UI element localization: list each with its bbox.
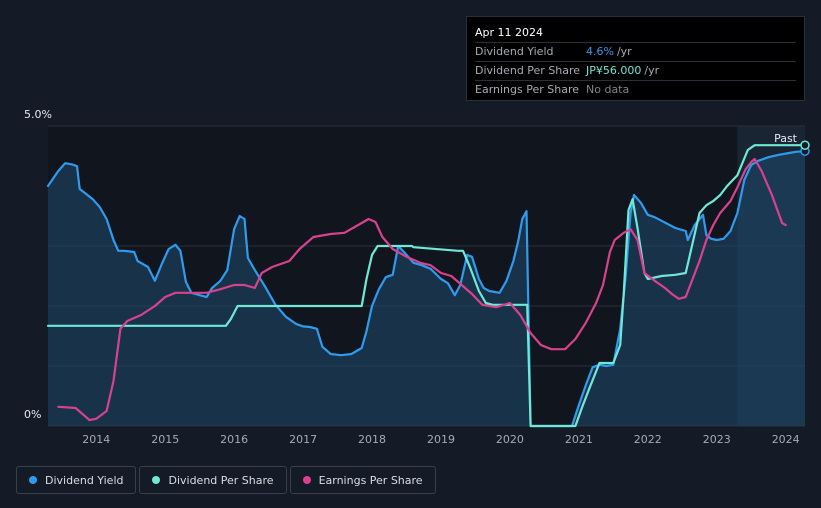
tooltip-value: 4.6% bbox=[586, 45, 614, 58]
tooltip-row-dividend-per-share: Dividend Per Share JP¥56.000 /yr bbox=[475, 61, 796, 80]
x-tick-label: 2015 bbox=[151, 433, 179, 446]
tooltip-row-earnings-per-share: Earnings Per Share No data bbox=[475, 80, 796, 99]
tooltip-panel: Apr 11 2024 Dividend Yield 4.6% /yr Divi… bbox=[466, 16, 805, 101]
series-line-dividend-yield bbox=[46, 150, 807, 428]
legend-dot-icon bbox=[29, 476, 37, 484]
tooltip-label: Dividend Yield bbox=[475, 45, 554, 58]
x-tick-label: 2018 bbox=[358, 433, 386, 446]
tooltip-label: Dividend Per Share bbox=[475, 64, 581, 77]
legend-dot-icon bbox=[152, 476, 161, 484]
x-tick-label: 2014 bbox=[82, 433, 110, 446]
legend-label: Earnings Per Share bbox=[318, 473, 423, 487]
series-line-earnings-per-share bbox=[57, 157, 787, 422]
tooltip-date: Apr 11 2024 bbox=[475, 26, 544, 39]
x-tick-label: 2020 bbox=[496, 433, 524, 446]
x-tick-label: 2016 bbox=[220, 433, 248, 446]
legend-label: Dividend Yield bbox=[45, 473, 124, 487]
legend-dot-icon bbox=[302, 476, 311, 484]
end-marker-dividend-per-share bbox=[800, 140, 810, 150]
x-tick-label: 2023 bbox=[703, 433, 731, 446]
chart-legend: Dividend Yield Dividend Per Share Earnin… bbox=[16, 466, 436, 494]
x-axis-ticks: 2014 2015 2016 2017 2018 2019 2020 2021 2022 2023… bbox=[82, 433, 799, 446]
tooltip-unit: /yr bbox=[616, 45, 632, 58]
x-tick-label: 2024 bbox=[772, 433, 800, 446]
x-tick-label: 2021 bbox=[565, 433, 593, 446]
past-label: Past bbox=[774, 132, 798, 145]
tooltip-row-dividend-yield: Dividend Yield 4.6% /yr bbox=[475, 42, 796, 61]
tooltip-value: JP¥56.000 bbox=[586, 64, 642, 77]
x-tick-label: 2017 bbox=[289, 433, 317, 446]
tooltip-value: No data bbox=[586, 83, 630, 96]
end-markers bbox=[800, 140, 810, 156]
x-tick-label: 2022 bbox=[634, 433, 662, 446]
legend-earnings-per-share[interactable]: Earnings Per Share bbox=[289, 466, 436, 494]
tooltip-unit: /yr bbox=[644, 64, 660, 77]
chart-lines bbox=[46, 144, 807, 428]
legend-label: Dividend Per Share bbox=[168, 473, 274, 487]
x-tick-label: 2019 bbox=[427, 433, 455, 446]
legend-dividend-yield[interactable]: Dividend Yield bbox=[16, 466, 137, 494]
y-axis-label-top: 5.0% bbox=[24, 108, 52, 121]
series-line-dividend-per-share bbox=[46, 144, 807, 428]
tooltip-label: Earnings Per Share bbox=[475, 83, 580, 96]
y-axis-label-bottom: 0% bbox=[24, 408, 41, 421]
legend-dividend-per-share[interactable]: Dividend Per Share bbox=[139, 466, 287, 494]
